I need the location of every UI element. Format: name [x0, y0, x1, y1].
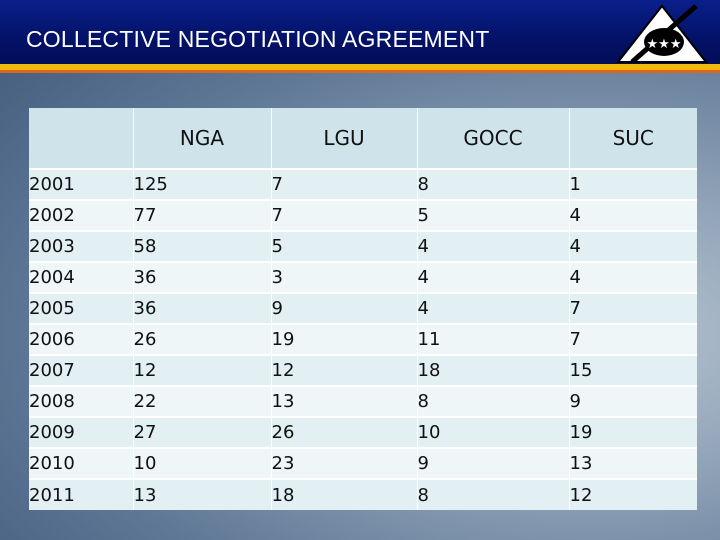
lgu-cell: 18	[271, 478, 418, 510]
suc-cell: 7	[569, 323, 697, 355]
gocc-cell: 4	[417, 230, 570, 262]
year-cell: 2003	[29, 230, 134, 262]
table-row: 2010 10 23 9 13	[29, 447, 697, 479]
gocc-cell: 8	[417, 385, 570, 417]
gocc-cell: 8	[417, 168, 570, 200]
nga-cell: 13	[133, 478, 272, 510]
slide-header: COLLECTIVE NEGOTIATION AGREEMENT ★★★	[0, 0, 720, 68]
lgu-cell: 26	[271, 416, 418, 448]
year-cell: 2007	[29, 354, 134, 386]
lgu-cell: 23	[271, 447, 418, 479]
lgu-cell: 9	[271, 292, 418, 324]
nga-cell: 36	[133, 292, 272, 324]
table-row: 2008 22 13 8 9	[29, 385, 697, 417]
nga-cell: 22	[133, 385, 272, 417]
lgu-cell: 12	[271, 354, 418, 386]
suc-cell: 12	[569, 478, 697, 510]
column-header-gocc: GOCC	[417, 108, 570, 169]
suc-cell: 19	[569, 416, 697, 448]
gocc-cell: 18	[417, 354, 570, 386]
lgu-cell: 19	[271, 323, 418, 355]
suc-cell: 4	[569, 261, 697, 293]
table-row: 2007 12 12 18 15	[29, 354, 697, 386]
gocc-cell: 10	[417, 416, 570, 448]
table-row: 2004 36 3 4 4	[29, 261, 697, 293]
lgu-cell: 7	[271, 199, 418, 231]
column-header-suc: SUC	[569, 108, 697, 169]
suc-cell: 9	[569, 385, 697, 417]
year-cell: 2002	[29, 199, 134, 231]
year-cell: 2009	[29, 416, 134, 448]
nga-cell: 27	[133, 416, 272, 448]
table-row: 2005 36 9 4 7	[29, 292, 697, 324]
nga-cell: 10	[133, 447, 272, 479]
year-cell: 2010	[29, 447, 134, 479]
gocc-cell: 11	[417, 323, 570, 355]
header-stripe-orange	[0, 70, 720, 73]
agreements-table: NGA LGU GOCC SUC 2001 125 7 8 1 2002 77 …	[29, 108, 697, 510]
nga-cell: 58	[133, 230, 272, 262]
year-cell: 2008	[29, 385, 134, 417]
suc-cell: 4	[569, 199, 697, 231]
year-cell: 2011	[29, 478, 134, 510]
column-header-nga: NGA	[133, 108, 272, 169]
nga-cell: 125	[133, 168, 272, 200]
table-row: 2001 125 7 8 1	[29, 168, 697, 200]
gocc-cell: 5	[417, 199, 570, 231]
nga-cell: 12	[133, 354, 272, 386]
gocc-cell: 4	[417, 261, 570, 293]
year-cell: 2006	[29, 323, 134, 355]
suc-cell: 4	[569, 230, 697, 262]
column-header-lgu: LGU	[271, 108, 418, 169]
header-stripe-yellow	[0, 64, 720, 70]
suc-cell: 7	[569, 292, 697, 324]
lgu-cell: 7	[271, 168, 418, 200]
table-row: 2003 58 5 4 4	[29, 230, 697, 262]
lgu-cell: 13	[271, 385, 418, 417]
gocc-cell: 8	[417, 478, 570, 510]
table-row: 2009 27 26 10 19	[29, 416, 697, 448]
suc-cell: 1	[569, 168, 697, 200]
table-row: 2011 13 18 8 12	[29, 478, 697, 510]
gocc-cell: 4	[417, 292, 570, 324]
slide-title: COLLECTIVE NEGOTIATION AGREEMENT	[26, 26, 490, 52]
gocc-cell: 9	[417, 447, 570, 479]
year-cell: 2004	[29, 261, 134, 293]
lgu-cell: 5	[271, 230, 418, 262]
nga-cell: 77	[133, 199, 272, 231]
column-header-year	[29, 108, 134, 169]
triangle-stars-emblem-icon: ★★★	[615, 4, 709, 64]
svg-text:★★★: ★★★	[647, 37, 682, 52]
table-row: 2006 26 19 11 7	[29, 323, 697, 355]
lgu-cell: 3	[271, 261, 418, 293]
suc-cell: 13	[569, 447, 697, 479]
year-cell: 2005	[29, 292, 134, 324]
nga-cell: 36	[133, 261, 272, 293]
table-header-row: NGA LGU GOCC SUC	[29, 108, 697, 169]
table-row: 2002 77 7 5 4	[29, 199, 697, 231]
suc-cell: 15	[569, 354, 697, 386]
nga-cell: 26	[133, 323, 272, 355]
year-cell: 2001	[29, 168, 134, 200]
